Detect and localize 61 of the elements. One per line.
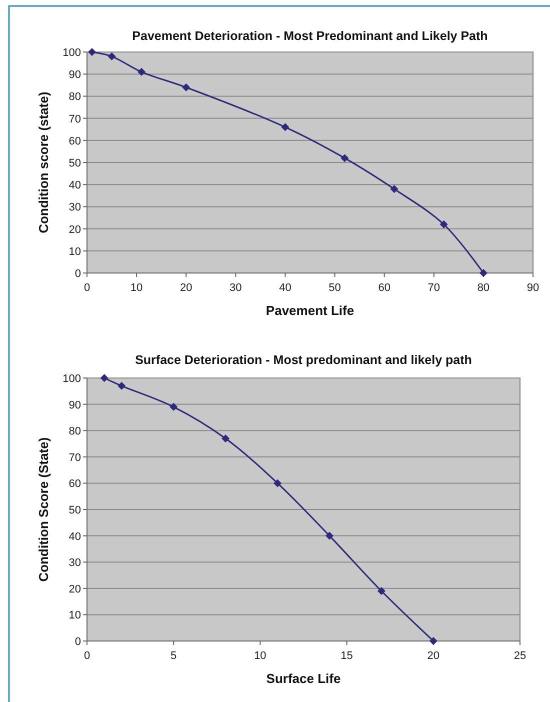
y-tick-label: 30 [68,557,81,570]
x-tick-label: 90 [526,282,540,294]
x-axis-title: Surface Life [266,671,341,686]
point [281,123,290,132]
point [390,185,398,194]
y-tick-label: 0 [74,268,81,280]
point [274,479,282,488]
point [182,83,190,92]
point [325,532,334,540]
y-tick-label: 30 [68,202,81,214]
point [440,220,448,228]
y-tick-label: 90 [68,69,81,82]
y-tick-label: 60 [68,135,81,148]
chart-title: Pavement Deterioration - Most Predominant and Likely Path [132,29,488,43]
point [479,269,488,277]
y-tick-label: 40 [68,180,81,192]
y-tick-label: 40 [68,530,81,543]
y-tick-label: 60 [68,478,81,490]
y-tick-label: 50 [68,158,81,170]
y-tick-label: 10 [68,610,81,622]
y-tick-label: 20 [68,583,81,596]
x-tick-label: 50 [328,282,341,294]
x-tick-label: 40 [279,282,292,294]
point [170,402,178,411]
x-tick-label: 0 [84,282,90,294]
point [88,48,96,56]
x-tick-label: 70 [428,282,440,294]
y-tick-label: 90 [68,399,81,412]
y-tick-label: 0 [74,636,81,648]
y-axis-title: Condition score (state) [36,92,51,234]
y-tick-label: 80 [68,426,81,438]
point [429,637,438,645]
point [340,154,349,162]
x-tick-label: 10 [130,282,143,294]
x-tick-label: 10 [254,650,266,662]
y-axis-title: Condition Score (State) [36,437,51,582]
point [377,587,386,596]
x-tick-label: 5 [170,650,177,662]
x-tick-label: 20 [180,282,192,294]
point [118,382,126,390]
point [222,434,230,442]
y-tick-label: 100 [62,373,81,385]
x-tick-label: 60 [378,282,390,294]
x-axis-title: Pavement Life [266,303,354,318]
point [100,374,108,382]
y-tick-label: 20 [68,224,81,236]
x-tick-label: 20 [427,650,440,662]
point [138,68,146,76]
chart-title: Surface Deterioration - Most predominant and likely path [135,353,472,367]
x-tick-label: 25 [514,650,526,662]
point [108,52,116,60]
y-tick-label: 80 [68,91,81,104]
x-tick-label: 0 [84,650,90,662]
x-tick-label: 15 [340,650,353,662]
y-tick-label: 50 [68,504,81,516]
y-tick-label: 10 [68,246,81,258]
x-tick-label: 80 [477,282,490,294]
y-tick-label: 70 [68,113,81,126]
x-tick-label: 30 [230,282,242,294]
y-tick-label: 100 [62,47,81,59]
y-tick-label: 70 [68,452,81,464]
